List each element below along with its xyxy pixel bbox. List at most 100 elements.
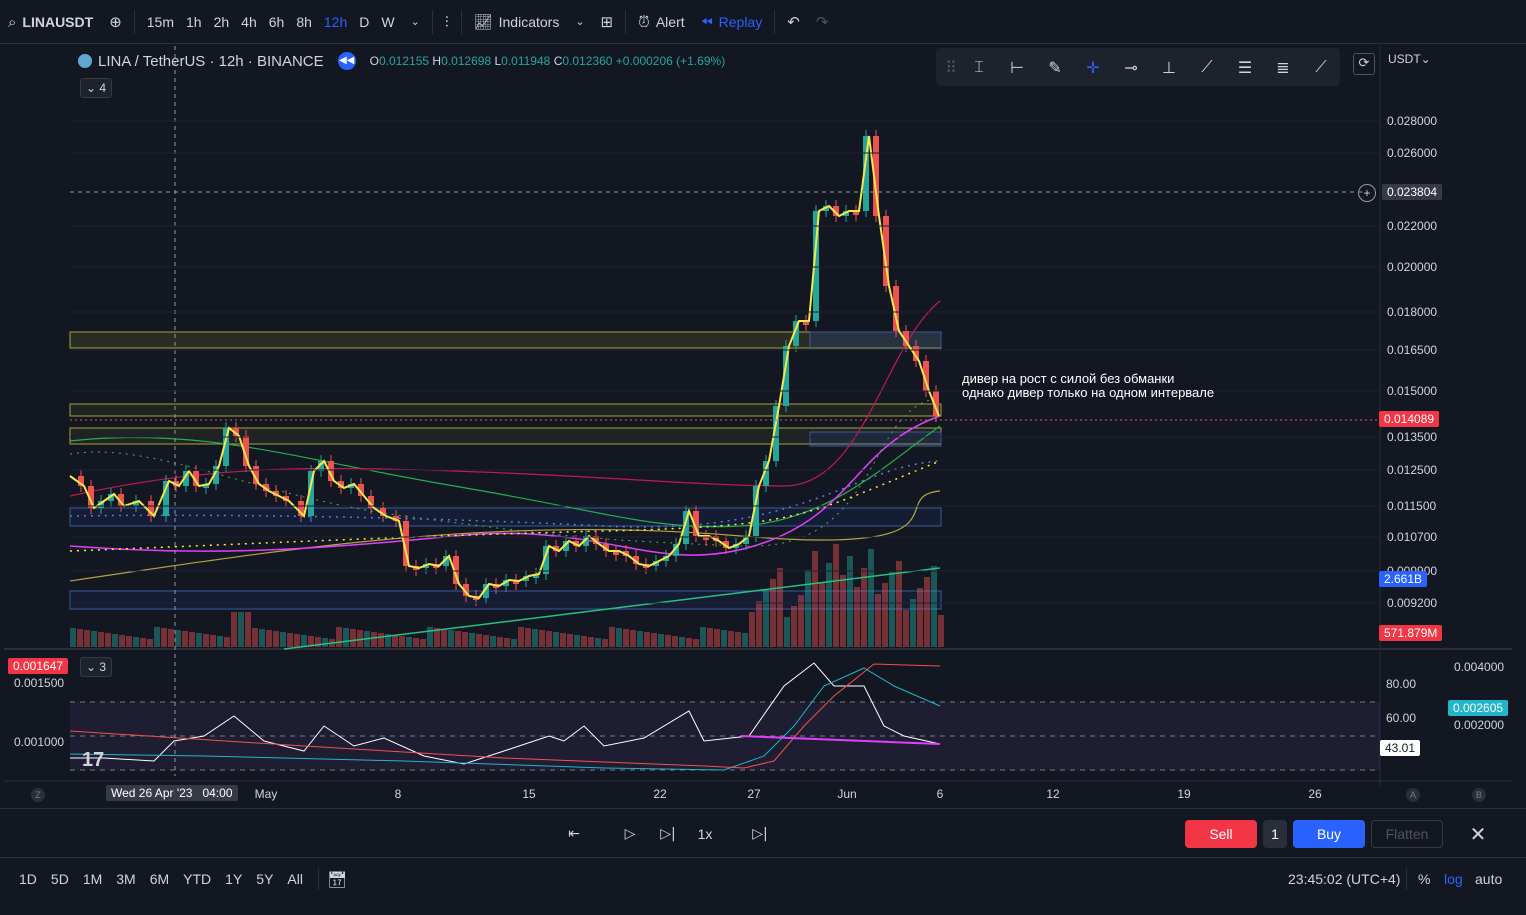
low-label: L	[494, 54, 502, 68]
redo-button[interactable]: ↷	[808, 0, 837, 44]
range-all[interactable]: All	[287, 871, 303, 887]
timeframe-8h[interactable]: 8h	[296, 13, 312, 30]
brush-icon[interactable]: ✎	[1048, 57, 1062, 77]
fib-icon[interactable]: ☰	[1237, 57, 1253, 77]
replay-indicator-icon[interactable]: ◀◀	[337, 52, 356, 70]
candle-body	[763, 461, 769, 486]
replay-button[interactable]: ⏪︎ Replay	[693, 0, 771, 44]
chart-type-button[interactable]: ⫶	[437, 0, 457, 44]
timeframe-W[interactable]: W	[381, 13, 395, 30]
sub-indicators-collapse-button[interactable]: ⌄ 3	[80, 657, 112, 677]
goto-date-icon[interactable]: 📅︎	[326, 869, 348, 889]
range-1m[interactable]: 1M	[82, 871, 103, 887]
timeframe-dropdown[interactable]: ⌄	[403, 0, 428, 44]
flatten-button[interactable]: Flatten	[1371, 820, 1443, 848]
volume-bar	[245, 612, 251, 647]
crosshair-icon[interactable]: ✛	[1086, 57, 1100, 77]
timeframe-2h[interactable]: 2h	[213, 13, 230, 30]
indicators-button[interactable]: 📈︎ Indicators	[466, 0, 568, 44]
time-tick-label: 8	[395, 787, 402, 801]
timeframe-1h[interactable]: 1h	[186, 13, 202, 30]
timeframe-12h[interactable]: 12h	[323, 13, 348, 30]
candle-body	[133, 501, 139, 506]
auto-scale-marker[interactable]: A	[1406, 788, 1420, 802]
volume-bar	[294, 634, 300, 647]
quantity-field[interactable]: 1	[1263, 820, 1287, 848]
compare-button[interactable]: ⊕	[101, 0, 130, 44]
time-tick-label: 26	[1308, 787, 1322, 801]
parallel-channel-icon[interactable]: ≣	[1276, 57, 1290, 77]
ma-red	[69, 300, 941, 497]
candle-body	[903, 331, 909, 346]
timezone-marker[interactable]: Z	[31, 788, 45, 802]
timeframe-4h[interactable]: 4h	[241, 13, 257, 30]
chart-annotation[interactable]: дивер на рост с силой без обманки однако…	[962, 372, 1214, 400]
candle-body	[593, 536, 599, 544]
volume-bar	[231, 612, 237, 647]
timeframe-D[interactable]: D	[359, 13, 370, 30]
buy-button[interactable]: Buy	[1293, 820, 1365, 848]
jump-to-start-icon[interactable]: ⇤	[568, 826, 580, 842]
range-6m[interactable]: 6M	[149, 871, 170, 887]
percent-toggle[interactable]: %	[1418, 871, 1431, 887]
range-5d[interactable]: 5D	[50, 871, 69, 887]
date-range-icon[interactable]: ⊢	[1010, 57, 1024, 77]
horizontal-ray-icon[interactable]: ⊸	[1124, 57, 1138, 77]
sub-left-badge: 0.001647	[8, 658, 69, 674]
sell-button[interactable]: Sell	[1185, 820, 1257, 848]
range-1y[interactable]: 1Y	[225, 871, 243, 887]
volume-bar	[798, 595, 804, 647]
undo-icon: ↶	[787, 12, 800, 31]
range-5y[interactable]: 5Y	[256, 871, 274, 887]
layout-button[interactable]: ⊞	[593, 0, 622, 44]
indicators-dropdown[interactable]: ⌄	[567, 0, 592, 44]
speed-button[interactable]: 1x	[697, 826, 713, 842]
clock[interactable]: 23:45:02 (UTC+4)	[1288, 871, 1401, 887]
annotation-line-2: однако дивер только на одном интервале	[962, 385, 1215, 400]
jump-to-realtime-icon[interactable]: ▷|	[752, 826, 768, 842]
legend-title: LINA / TetherUS · 12h · BINANCE	[98, 52, 324, 70]
volume-bar	[644, 632, 650, 647]
trend-line-icon[interactable]: ⟋	[1201, 57, 1213, 76]
add-alert-icon[interactable]: +	[1358, 184, 1376, 202]
close-replay-icon[interactable]: ✕	[1469, 822, 1487, 846]
chart-area[interactable]: 0.028000 0.026000 0.022000 0.020000 0.018000…	[4, 46, 1512, 806]
currency-selector[interactable]: USDT⌄	[1388, 52, 1431, 66]
volume-trend-line	[283, 567, 941, 650]
range-ytd[interactable]: YTD	[183, 871, 212, 887]
volume-bar	[896, 561, 902, 647]
price-range-icon[interactable]: ⌶	[974, 57, 984, 76]
play-icon[interactable]: ▷	[624, 826, 636, 842]
rsi-tick-80: 80.00	[1386, 677, 1417, 691]
timeframe-6h[interactable]: 6h	[268, 13, 285, 30]
volume-bar	[742, 633, 748, 647]
volume-bar	[819, 582, 825, 647]
sync-icon[interactable]: ⟳	[1353, 53, 1375, 75]
timeframe-15m[interactable]: 15m	[146, 13, 174, 30]
ruler-icon[interactable]: ⟋	[1315, 57, 1327, 76]
volume-bar	[931, 566, 937, 647]
ma-green	[69, 425, 941, 528]
bottom-scale-marker[interactable]: B	[1472, 788, 1486, 802]
symbol-search[interactable]: ⌕ LINAUSDT	[0, 0, 101, 44]
vertical-line-icon[interactable]: ⊥	[1162, 57, 1176, 77]
candle-body	[603, 544, 609, 551]
price-tick-label: 0.010700	[1387, 530, 1437, 544]
volume-bar	[175, 630, 181, 647]
candle-body	[233, 428, 239, 436]
step-forward-icon[interactable]: ▷|	[660, 826, 676, 842]
chart-canvas[interactable]: 0.028000 0.026000 0.022000 0.020000 0.018000…	[4, 46, 1512, 806]
volume-bar	[826, 563, 832, 647]
auto-toggle[interactable]: auto	[1475, 871, 1503, 887]
drag-handle-icon[interactable]: ⠿	[945, 57, 957, 77]
undo-button[interactable]: ↶	[779, 0, 808, 44]
alert-button[interactable]: ⏰︎ Alert	[630, 0, 693, 44]
candles-icon: ⫶	[444, 12, 449, 31]
log-toggle[interactable]: log	[1444, 871, 1463, 887]
range-3m[interactable]: 3M	[116, 871, 136, 887]
range-1d[interactable]: 1D	[19, 871, 37, 887]
candle-body	[793, 321, 799, 346]
indicators-collapse-button[interactable]: ⌄ 4	[80, 78, 112, 98]
volume-bar	[924, 577, 930, 647]
volume-bar	[413, 638, 419, 647]
